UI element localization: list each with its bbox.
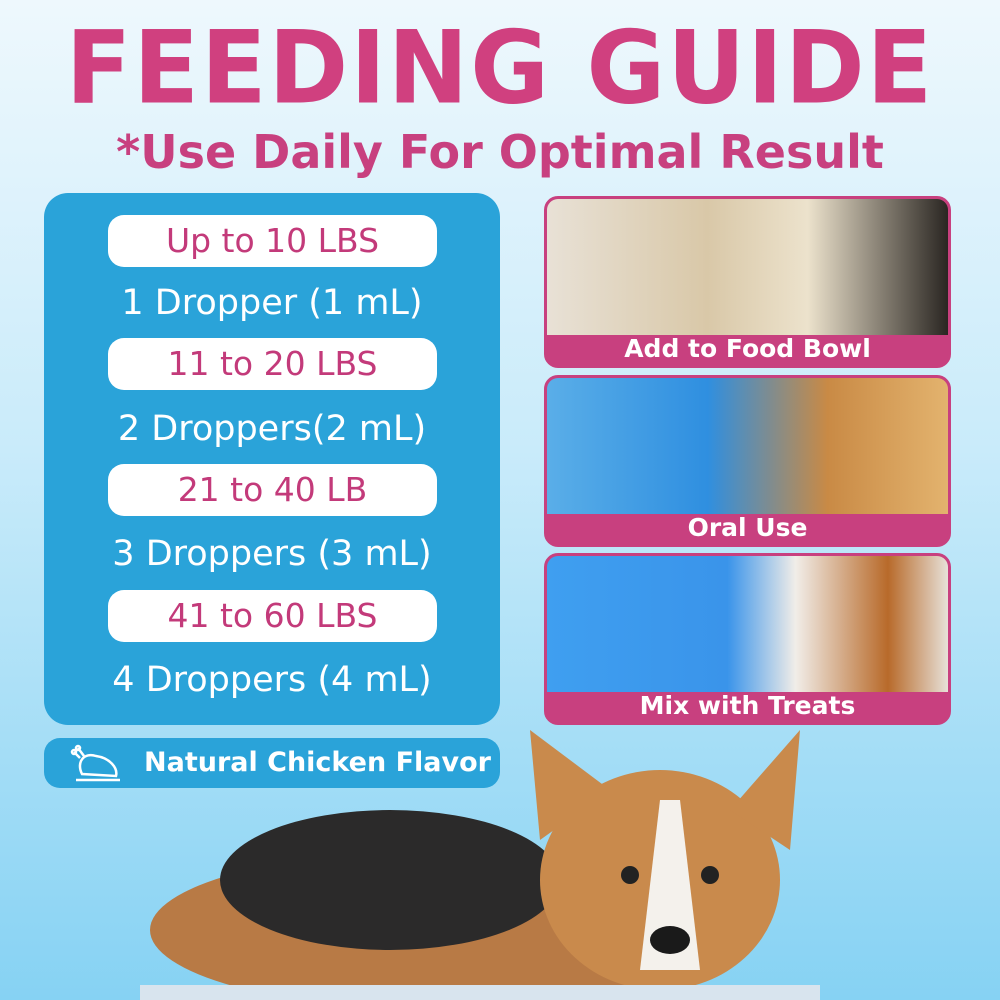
dog-eating-photo (547, 199, 948, 335)
dose-label: 2 Droppers(2 mL) (117, 409, 427, 449)
weight-label: 11 to 20 LBS (108, 338, 437, 390)
flavor-badge: Natural Chicken Flavor (44, 738, 500, 788)
dosage-panel: Up to 10 LBS 1 Dropper (1 mL) 11 to 20 L… (44, 193, 500, 725)
method-caption: Mix with Treats (639, 691, 856, 720)
method-caption: Add to Food Bowl (624, 334, 871, 363)
dog-treat-photo (547, 556, 948, 692)
page-title: FEEDING GUIDE (65, 9, 935, 127)
flavor-label: Natural Chicken Flavor (144, 747, 491, 778)
page-subtitle: *Use Daily For Optimal Result (116, 125, 884, 179)
corgi-photo (140, 730, 820, 1000)
method-caption: Oral Use (687, 513, 808, 542)
weight-label: 21 to 40 LB (108, 464, 437, 516)
method-card-oral: Oral Use (544, 375, 951, 547)
method-card-food-bowl: Add to Food Bowl (544, 196, 951, 368)
dog-oral-photo (547, 378, 948, 514)
weight-label: Up to 10 LBS (108, 215, 437, 267)
weight-label: 41 to 60 LBS (108, 590, 437, 642)
roast-chicken-icon (70, 744, 120, 782)
method-card-treats: Mix with Treats (544, 553, 951, 725)
dose-label: 4 Droppers (4 mL) (112, 660, 432, 700)
dose-label: 3 Droppers (3 mL) (112, 534, 432, 574)
dose-label: 1 Dropper (1 mL) (121, 283, 423, 323)
